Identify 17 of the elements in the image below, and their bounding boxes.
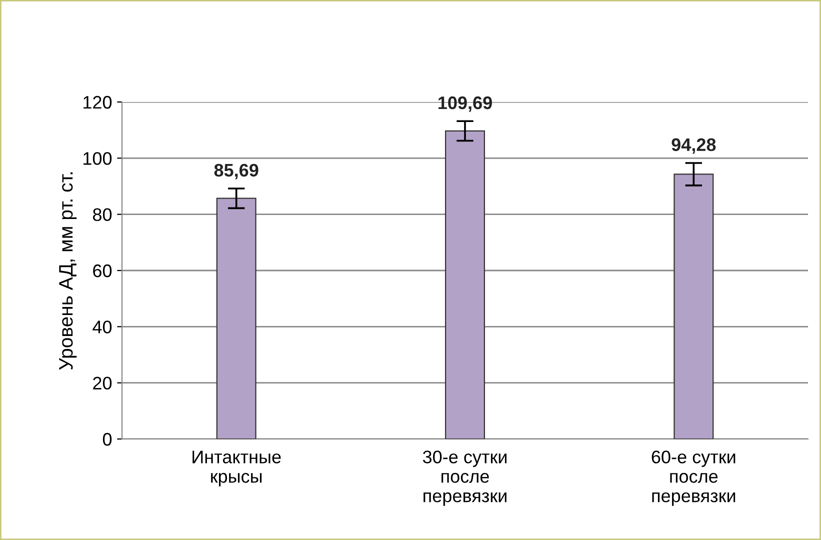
y-tick-label: 20: [93, 376, 112, 390]
y-axis-title: Уровень АД, мм рт. ст.: [59, 172, 77, 370]
bar: [445, 130, 485, 439]
bar: [674, 174, 714, 439]
data-label: 85,69: [214, 164, 258, 180]
data-label: 109,69: [438, 96, 492, 112]
bar: [216, 198, 256, 439]
y-tick-label: 60: [93, 264, 112, 278]
data-label: 94,28: [672, 138, 716, 154]
y-tick-label: 100: [84, 152, 112, 165]
x-tick-label: Интактные крысы: [192, 450, 281, 486]
x-tick-label: 60-е сутки после перевязки: [652, 450, 736, 506]
y-tick-label: 120: [84, 96, 112, 109]
y-tick-label: 0: [102, 432, 112, 446]
x-tick-label: 30-е сутки после перевязки: [422, 450, 506, 506]
y-tick-label: 40: [92, 320, 112, 334]
y-tick-label: 80: [92, 208, 112, 222]
